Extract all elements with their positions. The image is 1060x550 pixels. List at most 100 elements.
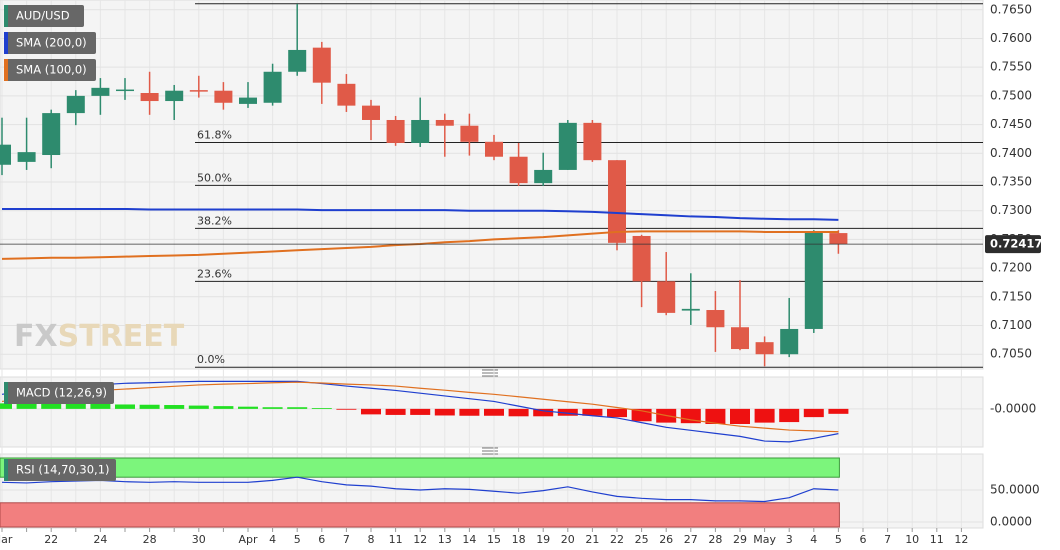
macd-histogram-bar <box>459 408 480 416</box>
macd-histogram-bar <box>0 403 12 409</box>
macd-histogram-bar <box>680 408 701 424</box>
candle-body <box>263 71 282 103</box>
candle-body <box>312 47 331 83</box>
candle-body <box>608 160 626 243</box>
y-tick-label: 0.7450 <box>990 117 1032 131</box>
x-tick-label: 7 <box>343 533 350 546</box>
candle-body <box>485 141 503 157</box>
fib-label: 23.6% <box>197 267 232 280</box>
candle-body <box>362 105 380 120</box>
x-tick-label: 15 <box>487 533 501 546</box>
x-tick-label: 25 <box>635 533 649 546</box>
macd-histogram-bar <box>607 408 627 418</box>
watermark-street: STREET <box>58 319 185 354</box>
macd-histogram-bar <box>434 408 455 416</box>
legend-box <box>4 459 116 481</box>
legend-swatch <box>4 59 8 81</box>
legend-label: RSI (14,70,30,1) <box>16 463 110 477</box>
x-tick-label: 6 <box>860 533 867 546</box>
watermark: FXSTREET <box>14 319 185 354</box>
candle-body <box>66 95 85 114</box>
candle-body <box>706 310 725 328</box>
candle-body <box>681 308 700 311</box>
x-tick-label: 12 <box>954 533 968 546</box>
candle-body <box>91 87 110 96</box>
y-tick-label: 0.7050 <box>990 347 1032 361</box>
candle-body <box>386 119 405 143</box>
legend-swatch <box>4 5 8 27</box>
last-price-tag <box>985 235 1041 254</box>
macd-histogram-bar <box>41 403 62 409</box>
main-panel <box>0 0 984 370</box>
x-tick-label: 8 <box>368 533 375 546</box>
y-tick-label: 0.7150 <box>990 289 1032 303</box>
y-tick-label: 0.7500 <box>990 88 1032 102</box>
resize-grip[interactable] <box>482 369 498 377</box>
x-tick-label: 18 <box>512 533 526 546</box>
x-tick-label: 3 <box>786 533 793 546</box>
x-tick-label: 28 <box>708 533 722 546</box>
y-tick-label: -0.0000 <box>990 401 1036 415</box>
x-tick-label: 7 <box>884 533 891 546</box>
legend-box <box>4 32 96 54</box>
macd-histogram-bar <box>754 408 775 423</box>
macd-histogram-bar <box>533 408 554 417</box>
x-tick-label: 22 <box>610 533 624 546</box>
x-tick-label: 5 <box>835 533 842 546</box>
resize-grip[interactable] <box>482 447 498 455</box>
oversold-band <box>0 502 840 528</box>
macd-histogram-bar <box>16 403 37 409</box>
legend-box <box>4 59 96 81</box>
macd-histogram-bar <box>508 408 529 417</box>
macd-histogram-bar <box>582 408 603 416</box>
candle-body <box>116 89 134 92</box>
y-tick-label: 0.7400 <box>990 146 1032 160</box>
macd-histogram-bar <box>336 408 357 410</box>
y-tick-label: 0.7300 <box>990 203 1032 217</box>
macd-histogram-bar <box>188 405 209 409</box>
watermark-fx: FX <box>14 319 58 354</box>
macd-histogram-bar <box>65 403 86 409</box>
macd-histogram-bar <box>484 408 504 416</box>
y-tick-label: 0.7650 <box>990 2 1032 16</box>
rsi-line <box>1 476 839 503</box>
macd-histogram-bar <box>287 407 308 409</box>
x-tick-label: Apr <box>238 533 258 546</box>
macd-histogram-bar <box>557 408 578 416</box>
macd-histogram-bar <box>139 404 160 409</box>
candle-body <box>632 235 651 282</box>
x-tick-label: 13 <box>438 533 452 546</box>
legend-swatch <box>4 32 8 54</box>
macd-histogram-bar <box>115 404 135 409</box>
macd-line <box>1 381 839 433</box>
candle-body <box>17 152 36 162</box>
fib-label: 38.2% <box>197 214 232 227</box>
macd-histogram-bar <box>361 408 381 415</box>
candle-body <box>558 122 577 170</box>
candle-body <box>214 90 233 103</box>
candle-body <box>411 119 430 143</box>
x-tick-label: 10 <box>905 533 919 546</box>
macd-histogram-bar <box>385 408 406 415</box>
legend-swatch <box>4 382 8 404</box>
x-tick-label: 4 <box>810 533 817 546</box>
candle-body <box>804 231 823 329</box>
y-tick-label: 0.7550 <box>990 60 1032 74</box>
macd-histogram-bar <box>779 408 800 423</box>
legend-label: SMA (100,0) <box>16 63 87 77</box>
candle-body <box>189 90 208 92</box>
x-tick-label: 19 <box>536 533 550 546</box>
candle-body <box>435 119 454 126</box>
x-tick-label: 20 <box>561 533 575 546</box>
sma-line <box>2 207 839 221</box>
marks: 0.7650 0.7600 0.7550 0.7500 0.7450 0.7400 0.73… <box>0 0 1050 529</box>
fib-label: 50.0% <box>197 171 232 184</box>
x-tick-label: 21 <box>585 533 599 546</box>
candle-body <box>288 49 307 72</box>
macd-histogram-bar <box>262 407 283 409</box>
last-price-label: 0.724175 <box>990 237 1050 251</box>
macd-histogram-bar <box>213 406 234 409</box>
macd-line <box>1 380 839 443</box>
macd-histogram-bar <box>311 408 332 409</box>
fib-label: 0.0% <box>197 353 225 366</box>
